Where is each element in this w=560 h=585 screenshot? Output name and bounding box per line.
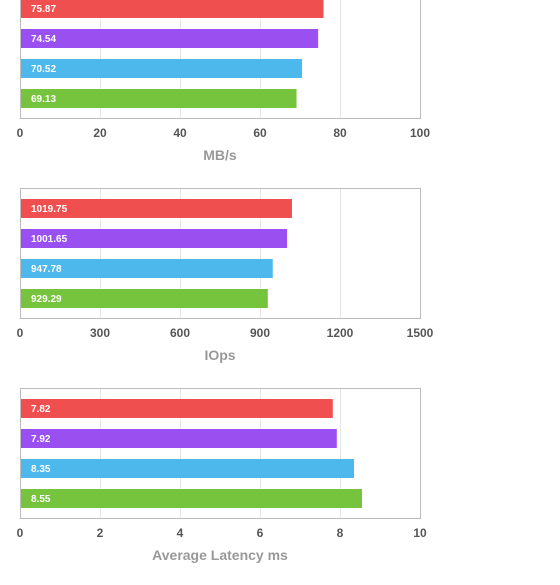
x-tick-label: 10	[413, 526, 427, 540]
x-tick-label: 300	[90, 326, 110, 340]
bar-value-label: 75.87	[31, 4, 56, 15]
x-tick-label: 0	[17, 526, 24, 540]
plot-frame	[20, 0, 421, 119]
bar-value-label: 7.82	[31, 404, 51, 415]
x-tick-label: 80	[333, 126, 347, 140]
x-axis-title: Average Latency ms	[152, 547, 288, 563]
bar-value-label: 947.78	[31, 264, 62, 275]
x-tick-label: 100	[410, 126, 430, 140]
x-tick-label: 20	[93, 126, 107, 140]
x-tick-label: 6	[257, 526, 264, 540]
x-tick-label: 4	[177, 526, 184, 540]
bar	[21, 399, 333, 418]
bar	[21, 89, 297, 108]
bar-value-label: 7.92	[31, 434, 51, 445]
x-tick-label: 0	[17, 326, 24, 340]
plot-frame	[20, 188, 421, 319]
bar	[21, 29, 319, 48]
x-tick-label: 1200	[327, 326, 354, 340]
x-tick-label: 600	[170, 326, 190, 340]
bar	[21, 59, 303, 78]
x-tick-label: 0	[17, 126, 24, 140]
bar-value-label: 929.29	[31, 294, 62, 305]
bar-value-label: 8.55	[31, 494, 51, 505]
x-axis-title: IOps	[204, 347, 235, 363]
bar-value-label: 1019.75	[31, 204, 68, 215]
x-axis-title: MB/s	[203, 147, 237, 163]
x-tick-label: 1500	[407, 326, 434, 340]
bar	[21, 459, 354, 478]
bar-value-label: 8.35	[31, 464, 51, 475]
bar	[21, 199, 292, 218]
x-tick-label: 8	[337, 526, 344, 540]
bar	[21, 289, 268, 308]
bar	[21, 229, 288, 248]
chart-panel-3: 7.82 7.92 8.35 8.55 0 2 4 6 8 10 Average Latency m…	[17, 388, 427, 563]
bar	[21, 259, 273, 278]
x-tick-label: 40	[173, 126, 187, 140]
x-tick-label: 60	[253, 126, 267, 140]
bar-value-label: 74.54	[31, 34, 56, 45]
plot-frame	[20, 388, 421, 519]
bar-value-label: 1001.65	[31, 234, 68, 245]
chart-panel-1: 75.87 74.54 70.52 69.13 0 20 40 60 80 100 MB/s	[17, 0, 430, 163]
bar-value-label: 70.52	[31, 64, 56, 75]
bar	[21, 429, 337, 448]
x-tick-label: 2	[97, 526, 104, 540]
chart-panel-2: 1019.75 1001.65 947.78 929.29 0 300 600 900 1200…	[17, 188, 434, 363]
x-tick-label: 900	[250, 326, 270, 340]
bar	[21, 0, 324, 18]
bar	[21, 489, 362, 508]
bar-value-label: 69.13	[31, 94, 56, 105]
